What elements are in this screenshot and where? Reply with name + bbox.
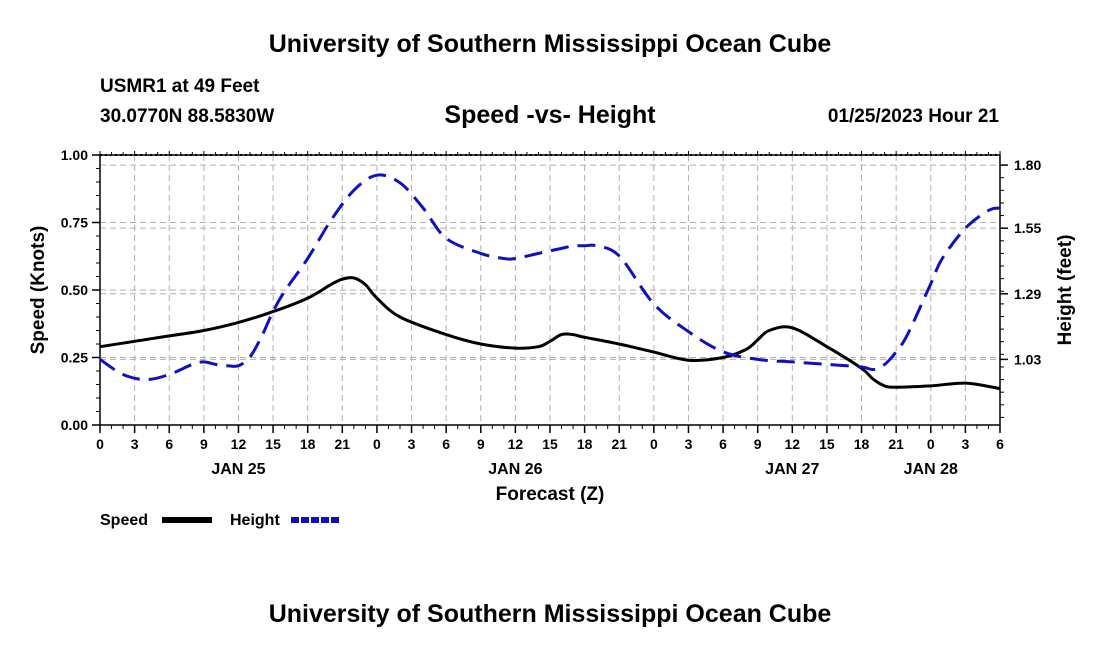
y-left-tick-label: 0.25 xyxy=(61,350,88,366)
y-left-tick-label: 0.50 xyxy=(61,282,88,298)
x-tick-label: 6 xyxy=(165,436,173,452)
y-left-axis-title: Speed (Knots) xyxy=(28,226,49,355)
x-tick-label: 9 xyxy=(200,436,208,452)
station-label: USMR1 at 49 Feet xyxy=(100,76,260,97)
coordinates-label: 30.0770N 88.5830W xyxy=(100,106,275,127)
x-tick-label: 15 xyxy=(265,436,281,452)
y-right-tick-label: 1.80 xyxy=(1014,157,1041,173)
x-tick-label: 15 xyxy=(542,436,558,452)
x-tick-label: 0 xyxy=(927,436,935,452)
x-tick-label: 6 xyxy=(442,436,450,452)
y-right-tick-label: 1.55 xyxy=(1014,220,1041,236)
x-tick-label: 3 xyxy=(131,436,139,452)
x-tick-label: 6 xyxy=(996,436,1004,452)
legend-label-height: Height xyxy=(230,512,280,529)
legend-label-speed: Speed xyxy=(100,512,148,529)
x-tick-label: 15 xyxy=(819,436,835,452)
x-tick-label: 0 xyxy=(650,436,658,452)
x-tick-label: 0 xyxy=(373,436,381,452)
x-tick-label: 3 xyxy=(685,436,693,452)
forecast-datetime: 01/25/2023 Hour 21 xyxy=(827,106,999,127)
x-tick-label: 21 xyxy=(335,436,351,452)
chart-subtitle: Speed -vs- Height xyxy=(444,101,656,129)
x-tick-label: 6 xyxy=(719,436,727,452)
y-right-axis-title: Height (feet) xyxy=(1055,235,1076,346)
date-label: JAN 28 xyxy=(904,461,958,478)
x-tick-label: 12 xyxy=(785,436,801,452)
x-tick-label: 3 xyxy=(961,436,969,452)
date-label: JAN 26 xyxy=(488,461,542,478)
x-tick-label: 12 xyxy=(231,436,247,452)
y-left-tick-label: 0.00 xyxy=(61,417,88,433)
x-tick-label: 21 xyxy=(888,436,904,452)
x-tick-label: 21 xyxy=(611,436,627,452)
y-left-tick-label: 1.00 xyxy=(61,147,88,163)
y-right-tick-label: 1.29 xyxy=(1014,286,1041,302)
y-left-tick-label: 0.75 xyxy=(61,215,88,231)
x-axis-title: Forecast (Z) xyxy=(496,484,605,505)
footer-title: University of Southern Mississippi Ocean… xyxy=(268,600,832,628)
x-tick-label: 18 xyxy=(577,436,593,452)
x-tick-label: 18 xyxy=(300,436,316,452)
x-tick-label: 3 xyxy=(408,436,416,452)
x-tick-label: 12 xyxy=(508,436,524,452)
x-tick-label: 9 xyxy=(477,436,485,452)
x-tick-label: 18 xyxy=(854,436,870,452)
date-label: JAN 25 xyxy=(211,461,265,478)
page-title: University of Southern Mississippi Ocean… xyxy=(268,30,832,58)
x-tick-label: 9 xyxy=(754,436,762,452)
y-right-tick-label: 1.03 xyxy=(1014,351,1041,367)
series-line-height xyxy=(99,173,1001,382)
x-tick-label: 0 xyxy=(96,436,104,452)
date-label: JAN 27 xyxy=(765,461,819,478)
